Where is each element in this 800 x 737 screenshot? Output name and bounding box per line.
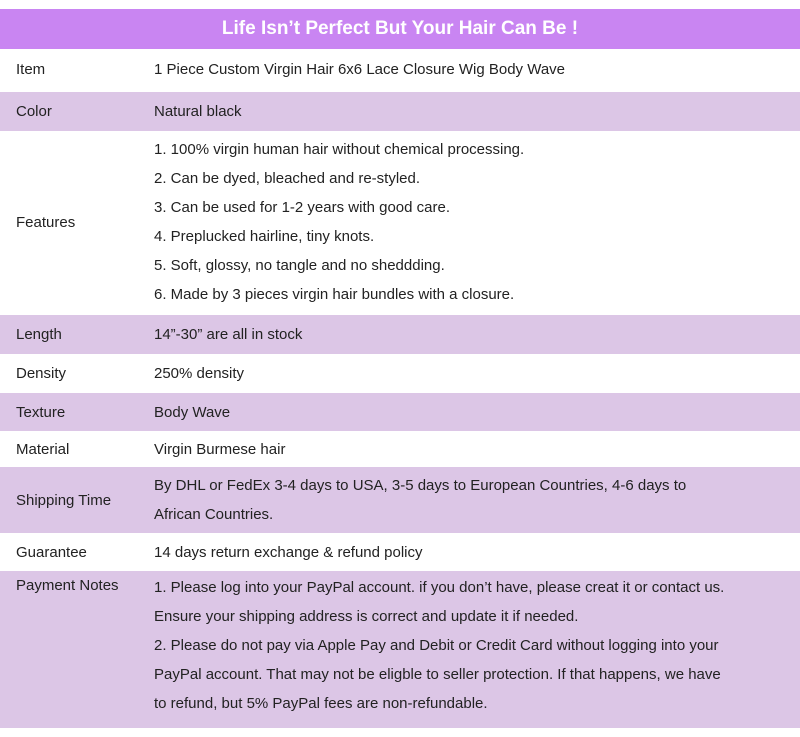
row-label: Features: [16, 213, 76, 231]
value-line: 4. Preplucked hairline, tiny knots.: [154, 228, 375, 245]
table-row-texture: Texture Body Wave: [0, 393, 800, 431]
value-line: 2. Can be dyed, bleached and re-styled.: [154, 170, 421, 187]
table-title: Life Isn’t Perfect But Your Hair Can Be …: [0, 9, 800, 49]
value-line: 14”-30” are all in stock: [154, 326, 303, 343]
value-line: 14 days return exchange & refund policy: [154, 543, 423, 561]
value-line: Virgin Burmese hair: [154, 440, 286, 458]
table-row-density: Density 250% density: [0, 354, 800, 393]
value-line: By DHL or FedEx 3-4 days to USA, 3-5 day…: [154, 477, 687, 494]
row-value: 14”-30” are all in stock: [154, 320, 800, 349]
table-row-shipping-time: Shipping Time By DHL or FedEx 3-4 days to…: [0, 467, 800, 533]
row-label: Material: [16, 440, 70, 458]
value-line: 250% density: [154, 365, 245, 382]
row-value: 14 days return exchange & refund policy: [154, 538, 800, 567]
row-value: Body Wave: [154, 398, 800, 427]
value-line: to refund, but 5% PayPal fees are non-re…: [154, 695, 488, 712]
row-label: Color: [16, 103, 52, 120]
row-label: Shipping Time: [16, 491, 112, 509]
value-line: African Countries.: [154, 506, 274, 523]
value-line: 2. Please do not pay via Apple Pay and D…: [154, 637, 719, 654]
value-line: Ensure your shipping address is correct …: [154, 608, 579, 625]
value-line: PayPal account. That may not be eligble …: [154, 666, 721, 683]
table-row-material: Material Virgin Burmese hair: [0, 431, 800, 467]
value-line: Natural black: [154, 103, 242, 120]
row-label: Texture: [16, 403, 66, 421]
value-line: Body Wave: [154, 403, 231, 421]
value-line: 6. Made by 3 pieces virgin hair bundles …: [154, 286, 515, 303]
product-spec-table: Life Isn’t Perfect But Your Hair Can Be …: [0, 9, 800, 728]
table-row-item: Item 1 Piece Custom Virgin Hair 6x6 Lace …: [0, 49, 800, 90]
row-label: Length: [16, 326, 62, 343]
table-row-guarantee: Guarantee 14 days return exchange & refun…: [0, 533, 800, 571]
row-value: Virgin Burmese hair: [154, 435, 800, 464]
row-label: Payment Notes: [16, 577, 119, 594]
row-value: 1. 100% virgin human hair without chemic…: [154, 135, 800, 309]
row-label: Item: [16, 61, 46, 78]
value-line: 5. Soft, glossy, no tangle and no sheddd…: [154, 257, 445, 274]
row-value: 250% density: [154, 359, 800, 388]
row-label: Guarantee: [16, 543, 87, 561]
table-row-length: Length 14”-30” are all in stock: [0, 315, 800, 354]
value-line: 3. Can be used for 1-2 years with good c…: [154, 199, 451, 216]
value-line: 1. 100% virgin human hair without chemic…: [154, 141, 525, 158]
row-value: 1. Please log into your PayPal account. …: [154, 571, 800, 718]
value-line: 1 Piece Custom Virgin Hair 6x6 Lace Clos…: [154, 61, 566, 78]
table-row-payment-notes: Payment Notes 1. Please log into your Pay…: [0, 571, 800, 728]
table-row-features: Features 1. 100% virgin human hair withou…: [0, 131, 800, 313]
value-line: 1. Please log into your PayPal account. …: [154, 579, 725, 596]
row-label: Density: [16, 365, 67, 382]
row-value: By DHL or FedEx 3-4 days to USA, 3-5 day…: [154, 471, 800, 529]
row-value: 1 Piece Custom Virgin Hair 6x6 Lace Clos…: [154, 55, 800, 84]
table-row-color: Color Natural black: [0, 92, 800, 131]
row-value: Natural black: [154, 97, 800, 126]
